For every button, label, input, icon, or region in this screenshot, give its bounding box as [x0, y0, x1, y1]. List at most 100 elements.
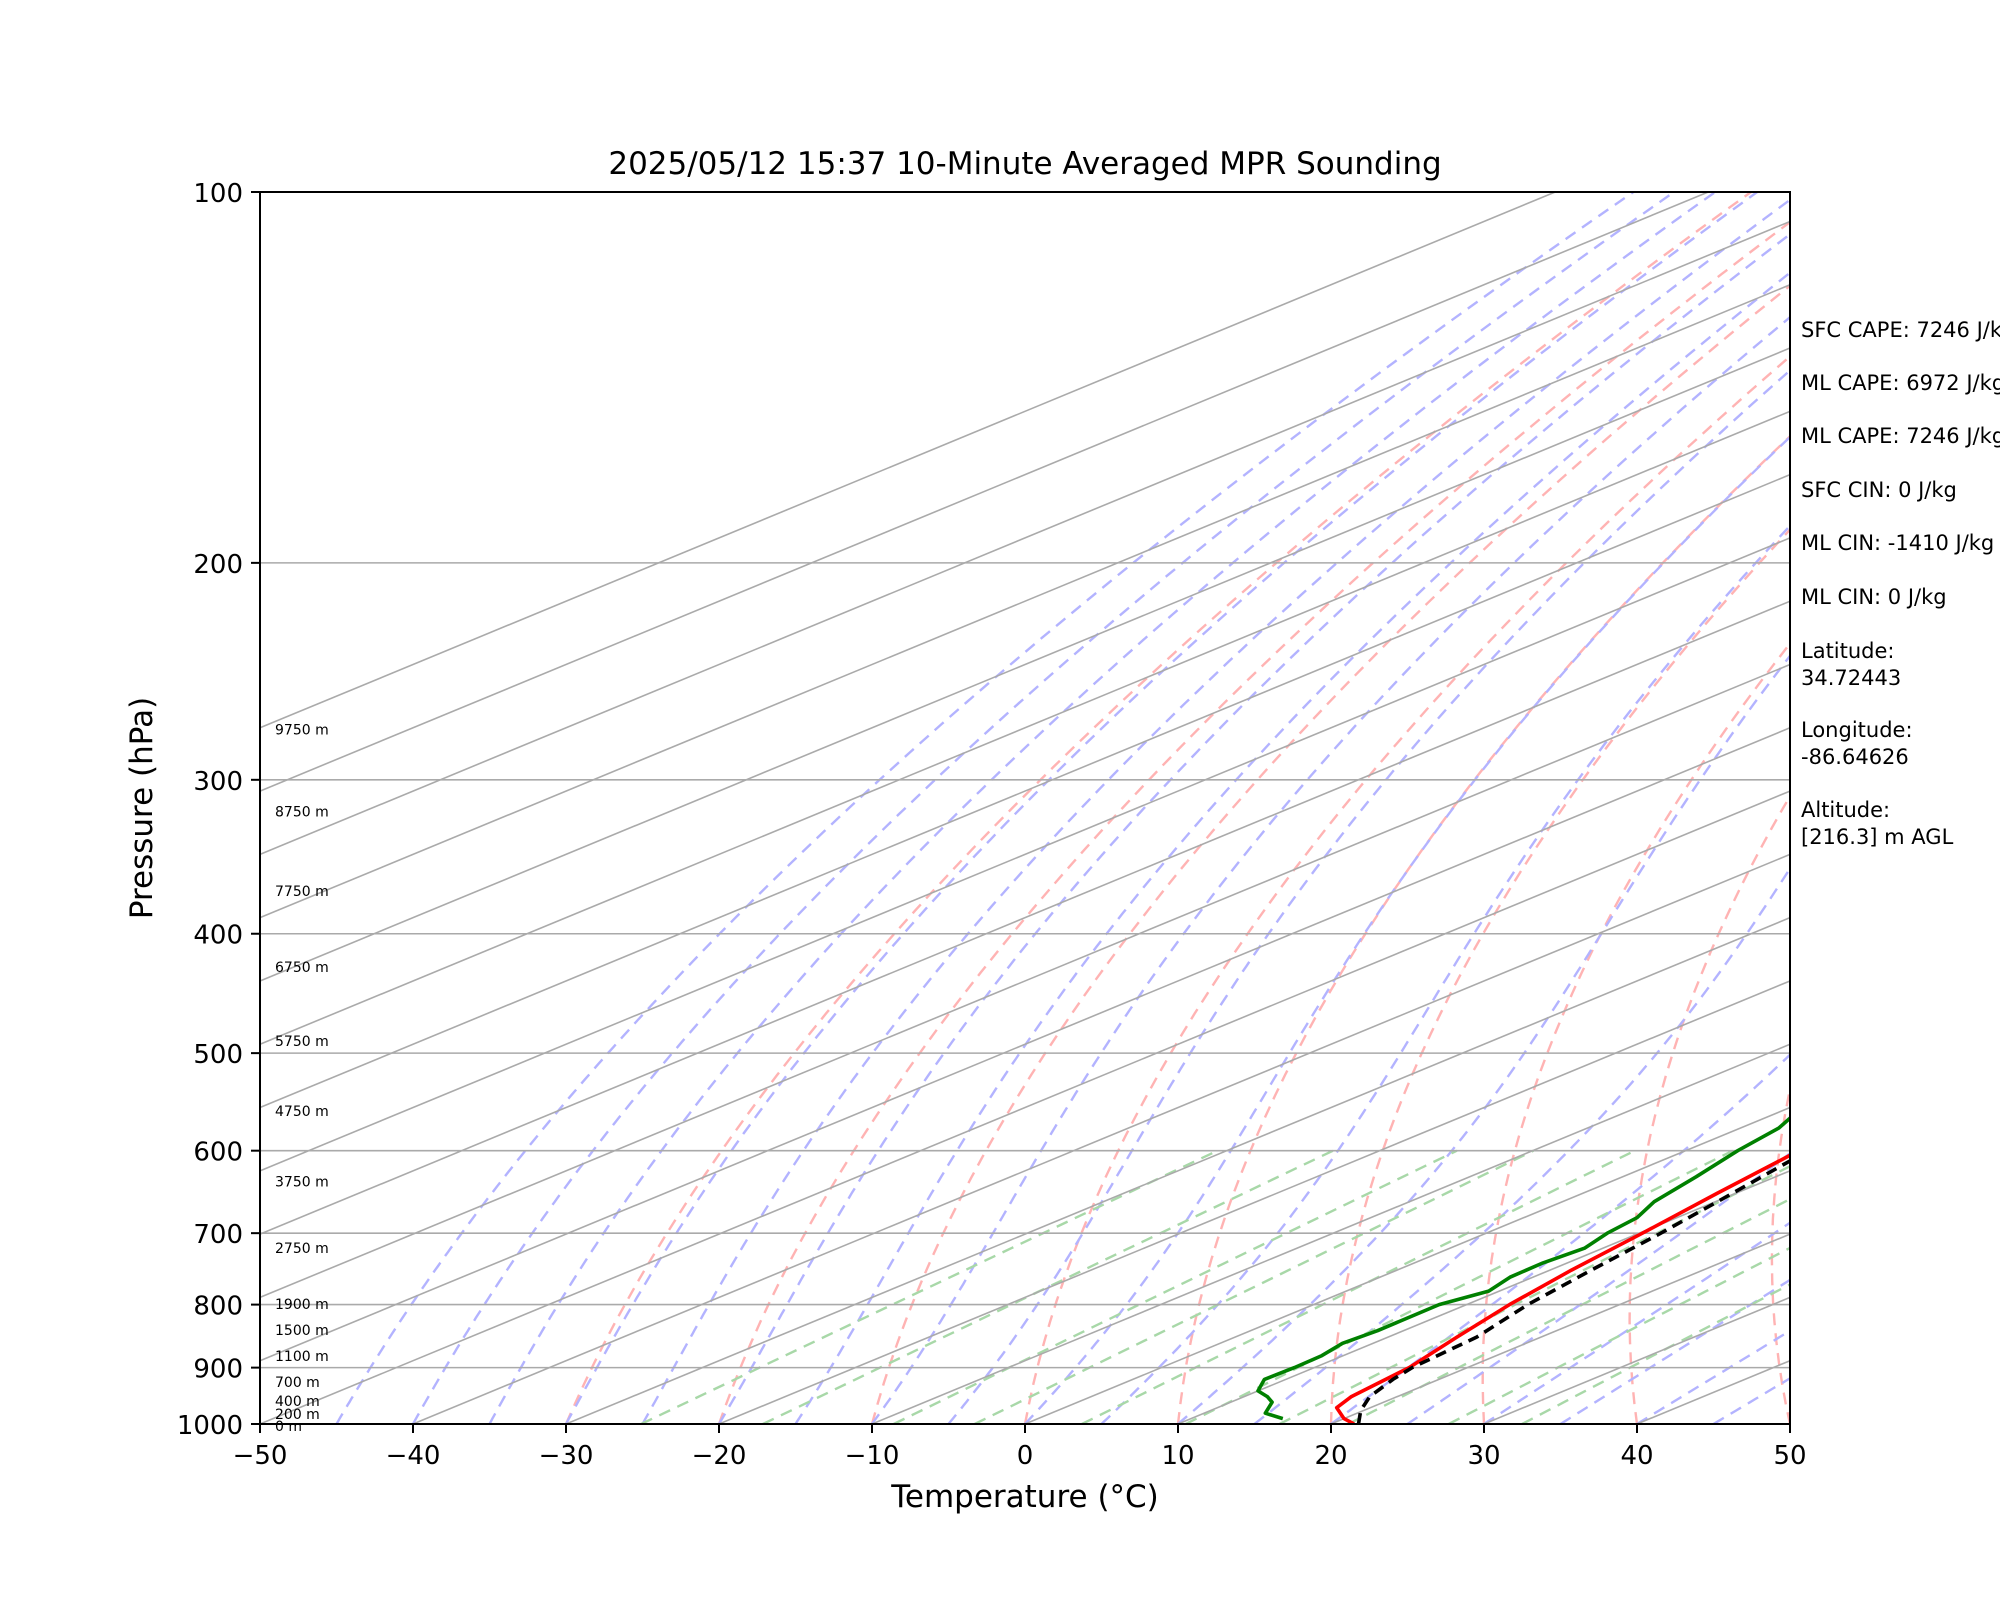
isotherm: [260, 600, 1790, 1235]
info-line: [216.3] m AGL: [1801, 825, 1954, 849]
y-axis-label: Pressure (hPa): [124, 697, 160, 919]
isotherm: [412, 853, 1790, 1424]
moist-adiabat: [564, 192, 1758, 1424]
height-label: 1900 m: [275, 1297, 329, 1313]
moist-adiabat: [411, 192, 1675, 1424]
mixing-ratio-line: [762, 1149, 1334, 1424]
y-tick-label: 600: [193, 1138, 243, 1168]
y-tick-label: 100: [193, 179, 243, 209]
moist-adiabat: [335, 192, 1635, 1424]
y-tick-label: 700: [193, 1220, 243, 1250]
dry-adiabat: [564, 192, 1752, 1424]
height-label: 700 m: [275, 1375, 320, 1391]
isotherm: [565, 916, 1790, 1424]
x-tick-label: 10: [1161, 1441, 1194, 1471]
chart-title: 2025/05/12 15:37 10-Minute Averaged MPR …: [608, 146, 1441, 182]
isotherm: [260, 663, 1790, 1299]
height-label: 5750 m: [275, 1034, 329, 1050]
height-label: 6750 m: [275, 960, 329, 976]
moist-adiabat: [794, 271, 1790, 1424]
mixing-ratio-line: [1185, 1149, 1734, 1424]
isotherm: [260, 283, 1790, 919]
y-tick-label: 200: [193, 550, 243, 580]
height-label: 2750 m: [275, 1241, 329, 1257]
info-line: SFC CIN: 0 J/kg: [1801, 478, 1957, 502]
x-ticks: −50 −40 −30 −20 −10 0 10 20 30 40 50: [233, 1424, 1807, 1471]
isotherm: [260, 192, 1556, 729]
mixing-ratio-line: [1521, 1283, 1790, 1424]
background-lines: [260, 192, 1790, 1424]
height-label: 3750 m: [275, 1174, 329, 1190]
moist-adiabat: [1253, 866, 1790, 1424]
isotherm: [260, 347, 1790, 982]
info-line: Longitude:: [1801, 718, 1913, 742]
info-line: ML CAPE: 7246 J/kg: [1801, 424, 2000, 448]
dry-adiabat: [1770, 1083, 1790, 1424]
x-tick-label: −30: [539, 1441, 594, 1471]
moist-adiabat: [1636, 1329, 1790, 1424]
dry-adiabat: [870, 284, 1790, 1424]
info-line: ML CIN: 0 J/kg: [1801, 585, 1947, 609]
isotherm: [718, 980, 1790, 1424]
info-panel: SFC CAPE: 7246 J/kg ML CAPE: 6972 J/kg ML …: [1801, 318, 2000, 849]
info-line: -86.64626: [1801, 745, 1909, 769]
moist-adiabat: [947, 368, 1790, 1424]
isotherm: [1177, 1169, 1790, 1424]
x-axis-label: Temperature (°C): [890, 1479, 1159, 1515]
moist-adiabat: [1559, 1278, 1790, 1424]
dry-adiabat: [1023, 354, 1790, 1424]
isotherm: [1024, 1106, 1790, 1424]
height-label: 1500 m: [275, 1323, 329, 1339]
x-tick-label: 20: [1314, 1441, 1347, 1471]
mixing-ratio-line: [974, 1149, 1535, 1424]
info-line: Latitude:: [1801, 639, 1895, 663]
y-ticks: 100 200 300 400 500 600 700 800 900 1000: [177, 179, 260, 1441]
isotherm: [260, 726, 1790, 1362]
moist-adiabat: [488, 192, 1716, 1424]
isotherm: [260, 537, 1790, 1172]
x-tick-label: −20: [692, 1441, 747, 1471]
parcel-line: [1356, 1158, 1790, 1424]
isotherm: [260, 220, 1790, 856]
y-tick-label: 900: [193, 1355, 243, 1385]
moist-adiabat: [871, 315, 1790, 1424]
height-label: 1100 m: [275, 1349, 329, 1365]
moist-adiabat: [717, 232, 1790, 1424]
height-label: 4750 m: [275, 1104, 329, 1120]
x-tick-label: 40: [1620, 1441, 1653, 1471]
isotherm: [871, 1043, 1790, 1424]
height-label: 8750 m: [275, 804, 329, 820]
y-tick-label: 300: [193, 767, 243, 797]
x-tick-label: −40: [386, 1441, 441, 1471]
temperature-line: [1334, 1153, 1790, 1424]
x-tick-label: −10: [845, 1441, 900, 1471]
info-line: ML CIN: -1410 J/kg: [1801, 531, 1994, 555]
y-tick-label: 1000: [177, 1411, 243, 1441]
dewpoint-line: [1256, 1115, 1790, 1421]
info-line: Altitude:: [1801, 798, 1890, 822]
moist-adiabat: [1100, 524, 1790, 1424]
y-tick-label: 800: [193, 1292, 243, 1322]
mixing-ratio-line: [893, 1149, 1458, 1424]
isotherm: [260, 410, 1790, 1046]
moist-adiabat: [641, 198, 1790, 1424]
isotherm: [260, 473, 1790, 1109]
y-tick-label: 400: [193, 921, 243, 951]
height-label: 400 m: [275, 1394, 320, 1410]
info-line: 34.72443: [1801, 666, 1901, 690]
height-label: 200 m: [275, 1407, 320, 1423]
info-line: SFC CAPE: 7246 J/kg: [1801, 318, 2000, 342]
dry-adiabat: [1329, 527, 1790, 1424]
info-line: ML CAPE: 6972 J/kg: [1801, 371, 2000, 395]
x-tick-label: −50: [233, 1441, 288, 1471]
isotherm: [260, 192, 1709, 792]
x-tick-label: 0: [1017, 1441, 1034, 1471]
moist-adiabat: [1177, 653, 1790, 1424]
mixing-ratio-line: [640, 1149, 1219, 1424]
dry-adiabat: [717, 220, 1790, 1424]
x-tick-label: 50: [1773, 1441, 1806, 1471]
height-label: 7750 m: [275, 884, 329, 900]
y-tick-label: 500: [193, 1040, 243, 1070]
